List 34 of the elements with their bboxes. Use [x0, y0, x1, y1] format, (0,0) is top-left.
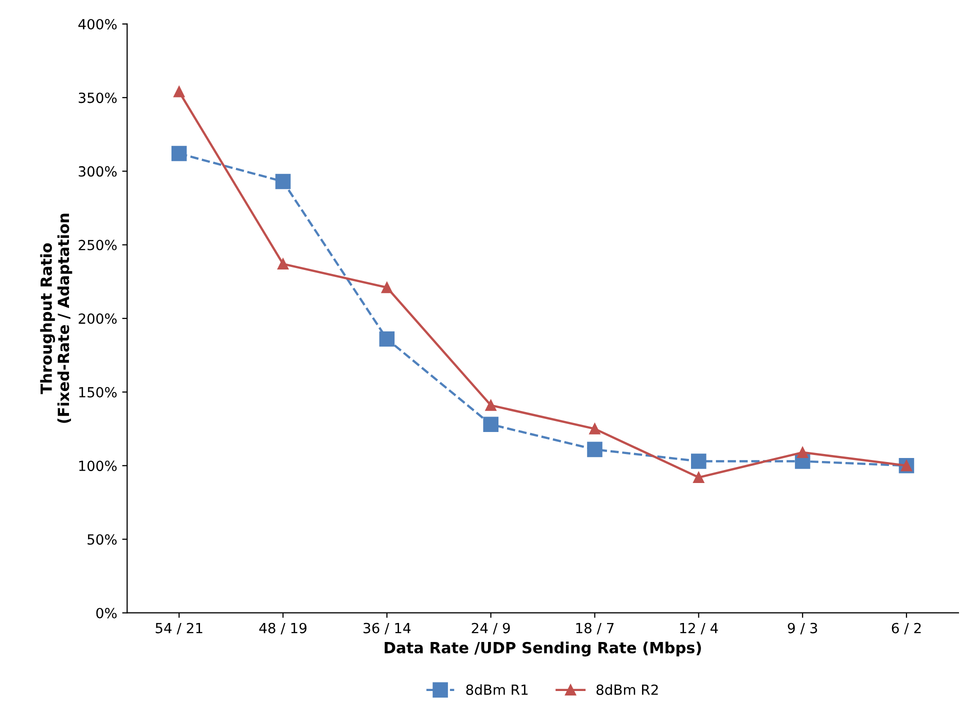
point — [797, 446, 808, 458]
point — [483, 416, 498, 432]
x-tick-label: 24 / 9 — [472, 622, 510, 634]
x-tick-label: 6 / 2 — [892, 622, 921, 634]
y-tick-label: 250% — [78, 240, 117, 250]
x-tick-label: 48 / 19 — [259, 622, 306, 634]
point — [485, 400, 496, 411]
point — [589, 423, 600, 434]
y-axis-title: Throughput Ratio (Fixed-Rate / Adaptation — [40, 214, 72, 423]
point — [174, 86, 185, 98]
point — [587, 442, 602, 458]
x-tick-label: 12 / 4 — [680, 622, 718, 634]
legend-label: 8dBm R1 — [466, 684, 528, 695]
point — [691, 454, 706, 469]
x-tick-label: 9 / 3 — [788, 622, 818, 634]
x-tick-label: 54 / 21 — [156, 622, 202, 634]
point — [381, 282, 392, 294]
x-tick-label: 18 / 7 — [576, 622, 614, 634]
y-tick-label: 50% — [88, 534, 117, 545]
legend-label: 8dBm R2 — [596, 684, 658, 695]
point — [277, 258, 289, 270]
point — [171, 146, 187, 162]
y-tick-label: 400% — [78, 18, 117, 30]
x-axis-title: Data Rate /UDP Sending Rate (Mbps) — [384, 642, 701, 656]
y-tick-label: 300% — [78, 166, 117, 177]
y-tick-label: 200% — [78, 313, 117, 324]
y-tick-label: 350% — [78, 92, 117, 104]
y-tick-label: 150% — [79, 387, 117, 398]
point — [275, 174, 291, 190]
point — [379, 331, 395, 347]
y-tick-label: 0% — [96, 608, 117, 618]
y-tick-label: 100% — [79, 460, 117, 472]
x-tick-label: 36 / 14 — [364, 622, 411, 634]
point — [693, 472, 704, 483]
